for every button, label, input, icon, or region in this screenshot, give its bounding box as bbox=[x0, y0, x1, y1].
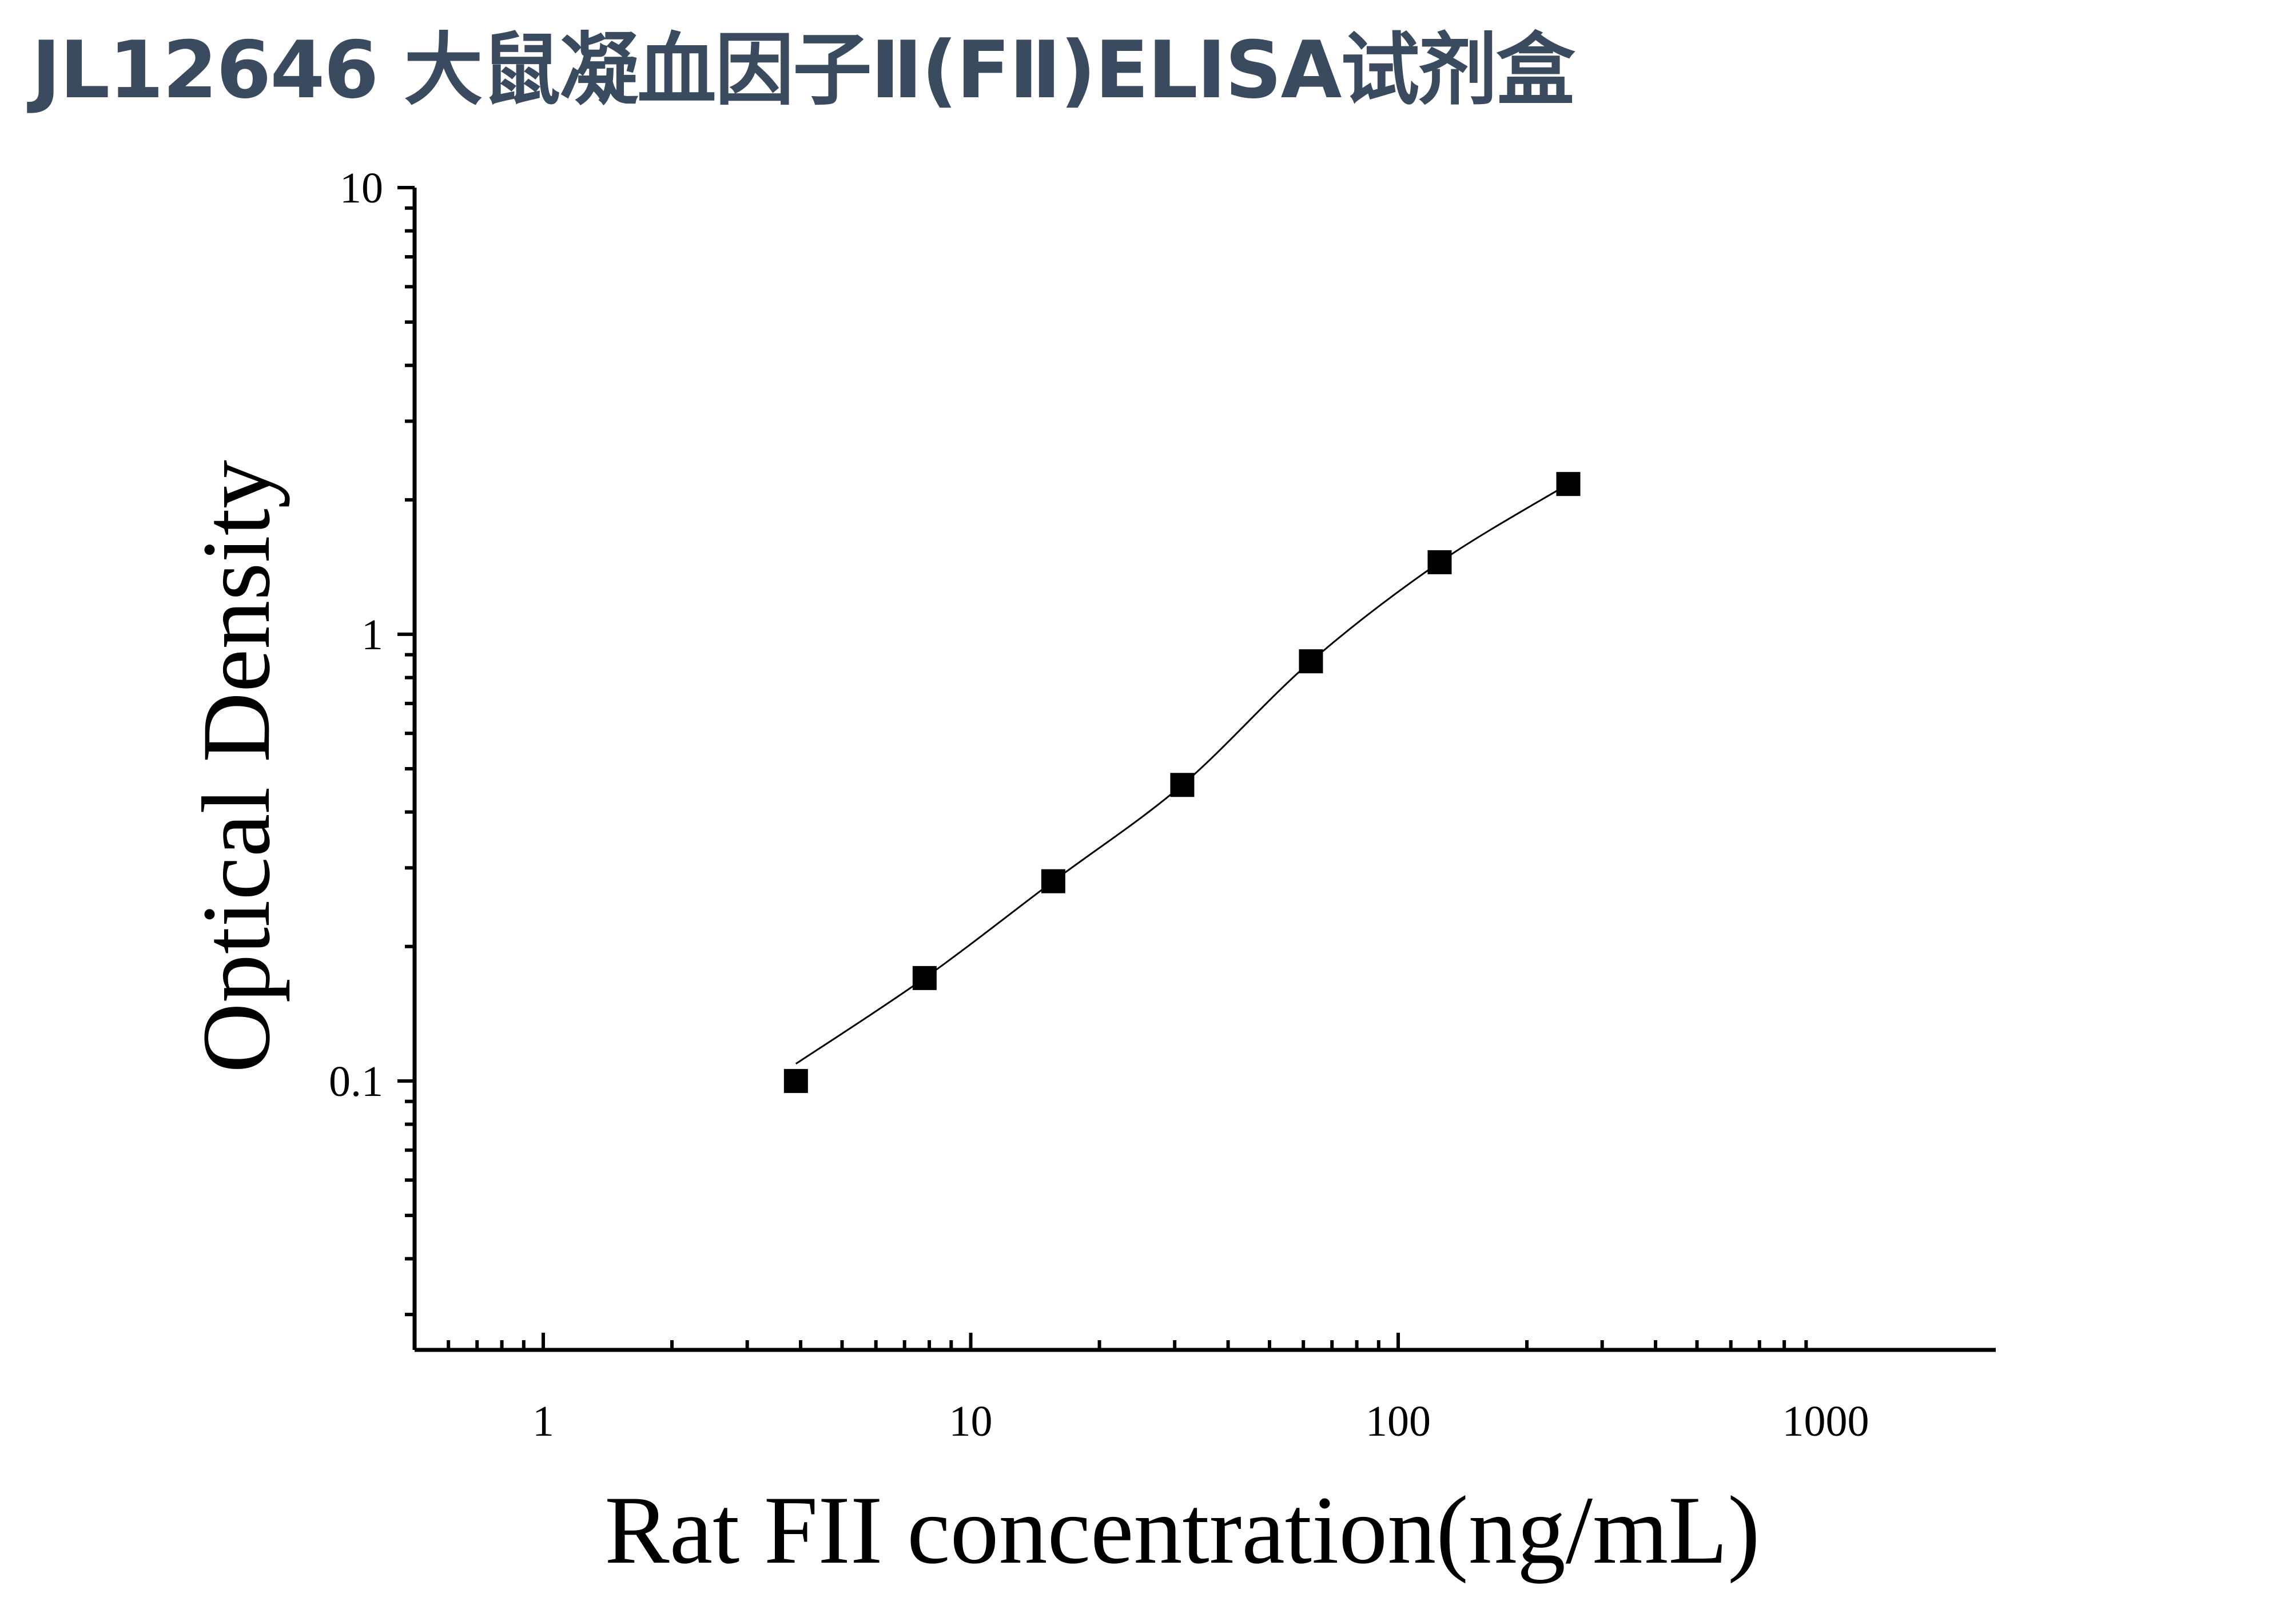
data-point bbox=[784, 1069, 808, 1093]
axes bbox=[415, 188, 1996, 1350]
y-tick-label: 10 bbox=[340, 164, 383, 212]
data-point bbox=[1041, 869, 1065, 893]
data-point bbox=[1556, 472, 1580, 496]
axis-ticks bbox=[397, 188, 1806, 1350]
x-tick-label: 1 bbox=[532, 1397, 554, 1445]
axis-labels: 1 10 100 1000 0.1 1 10 Rat FII concentration(ng… bbox=[182, 164, 1869, 1584]
y-tick-label: 0.1 bbox=[329, 1058, 383, 1106]
x-tick-label: 100 bbox=[1366, 1397, 1431, 1445]
data-points bbox=[784, 472, 1581, 1093]
data-point bbox=[1299, 649, 1323, 673]
x-axis-title: Rat FII concentration(ng/mL) bbox=[604, 1476, 1760, 1584]
data-point bbox=[1427, 550, 1451, 574]
data-point bbox=[1170, 773, 1194, 797]
y-tick-label: 1 bbox=[361, 611, 383, 659]
x-tick-label: 1000 bbox=[1782, 1397, 1869, 1445]
y-axis-title: Optical Density bbox=[182, 460, 290, 1073]
data-point bbox=[913, 966, 937, 990]
x-tick-label: 10 bbox=[949, 1397, 993, 1445]
